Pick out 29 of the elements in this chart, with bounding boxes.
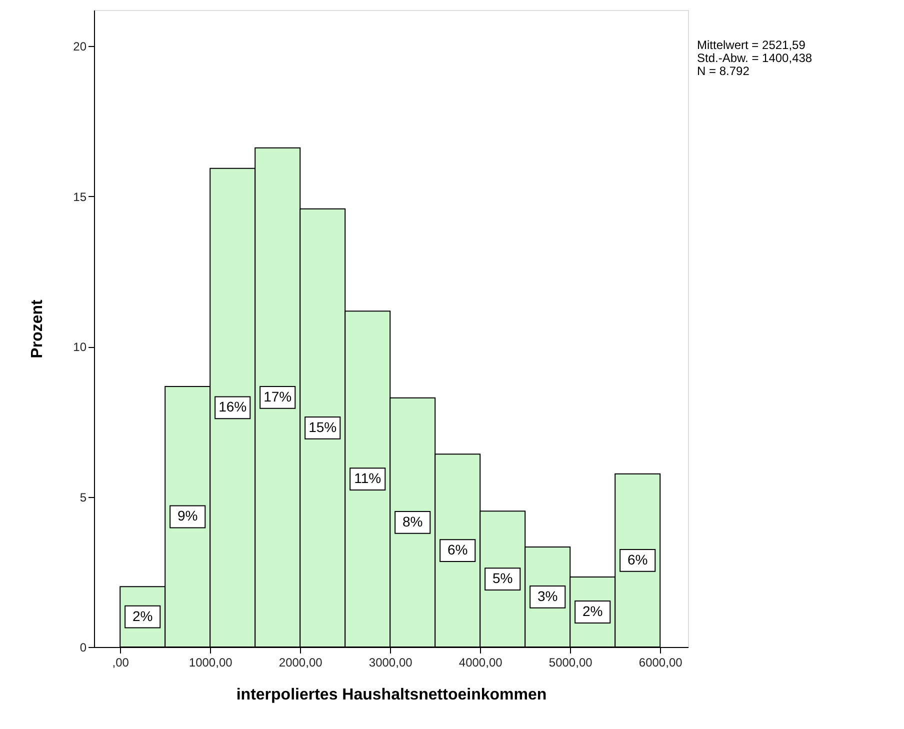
text: Mittelwert = 2521,59: [697, 38, 806, 52]
x-tick-label: ,00: [112, 656, 130, 670]
data-label: 6%: [627, 551, 648, 568]
data-label: 5%: [492, 570, 513, 586]
x-axis-title: interpoliertes Haushaltsnettoeinkommen: [236, 686, 547, 704]
y-tick-label: 0: [80, 640, 87, 654]
data-label: 15%: [308, 418, 337, 435]
data-label: 6%: [447, 542, 468, 558]
x-tick-label: 2000,00: [278, 656, 323, 670]
data-label: 2%: [582, 602, 603, 619]
data-label: 2%: [132, 608, 153, 624]
text: N = 8.792: [697, 64, 750, 78]
x-tick-label: 5000,00: [548, 656, 593, 670]
x-tick-label: 6000,00: [638, 656, 683, 670]
data-label: 17%: [264, 388, 292, 404]
x-tick-label: 4000,00: [458, 656, 503, 670]
x-tick-label: 1000,00: [188, 656, 233, 670]
data-label: 9%: [177, 508, 198, 524]
data-label: 11%: [354, 470, 382, 486]
data-label: 16%: [218, 398, 247, 415]
y-tick-label: 5: [80, 490, 87, 504]
x-tick-label: 3000,00: [368, 656, 413, 670]
y-tick-label: 20: [73, 40, 87, 54]
data-label: 3%: [537, 588, 558, 604]
text: Std.-Abw. = 1400,438: [697, 51, 812, 65]
y-tick-label: 10: [73, 340, 87, 354]
data-label: 8%: [402, 513, 423, 530]
y-tick-label: 15: [73, 190, 87, 204]
y-axis-title: Prozent: [29, 298, 46, 358]
